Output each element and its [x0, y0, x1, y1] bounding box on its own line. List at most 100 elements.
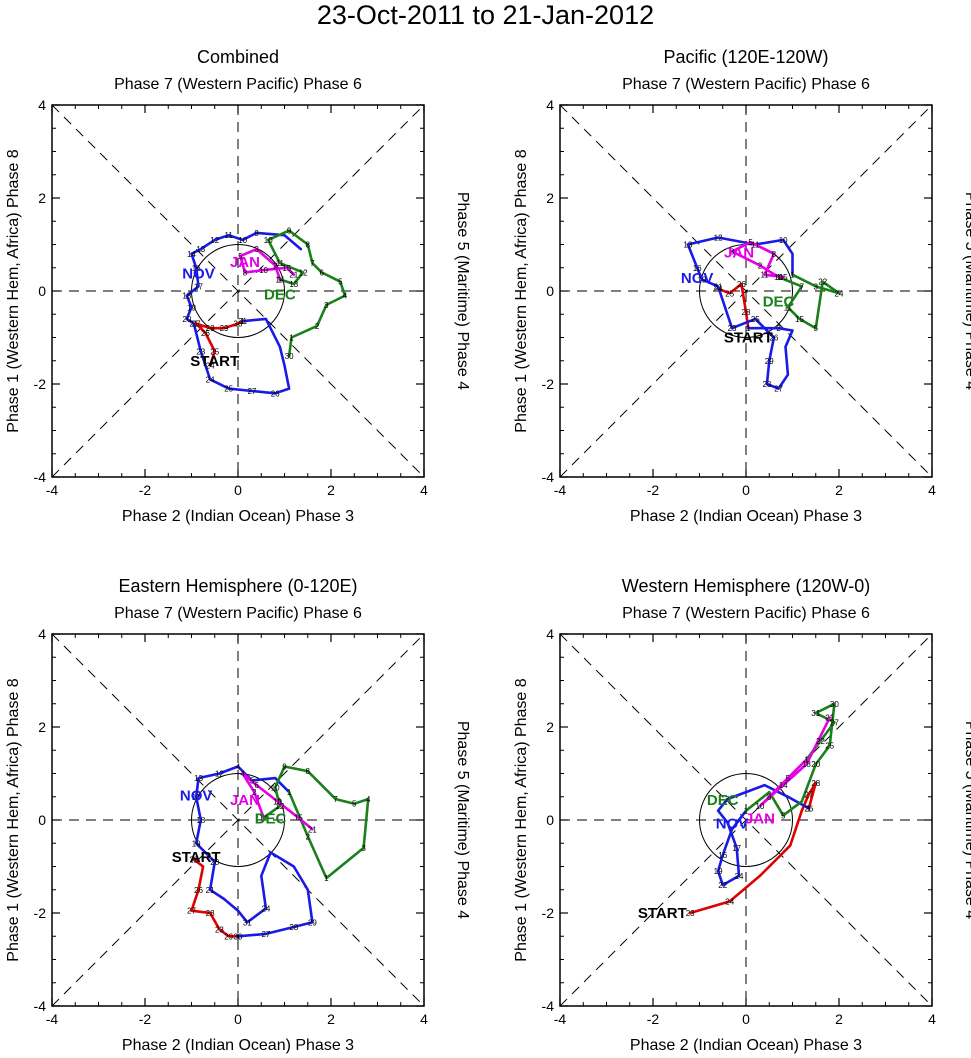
series-line-november	[194, 765, 314, 938]
day-label: 5	[748, 238, 753, 247]
series-line-december	[262, 765, 370, 880]
panel-1: Combined Phase 7 (Western Pacific) Phase …	[5, 47, 471, 525]
day-label: 10	[779, 236, 788, 245]
day-label: 9	[282, 763, 287, 772]
day-label: 10	[259, 266, 268, 275]
x-tick-label: -4	[46, 1011, 59, 1027]
panel-3: Eastern Hemisphere (0-120E) Phase 7 (West…	[5, 576, 471, 1054]
start-label: START	[172, 849, 221, 866]
day-label: 22	[718, 881, 727, 890]
axis-label-left: Phase 1 (Western Hem, Africa) Phase 8	[5, 678, 22, 961]
day-label: 1	[746, 324, 751, 333]
y-tick-label: 2	[546, 719, 554, 735]
day-label: 1	[236, 932, 241, 941]
x-tick-label: 0	[234, 482, 242, 498]
y-tick-label: -2	[34, 905, 47, 921]
day-label: 10	[755, 802, 764, 811]
x-tick-label: 0	[742, 482, 750, 498]
y-tick-label: 4	[38, 626, 46, 642]
series-line-november	[716, 783, 811, 887]
y-tick-label: 4	[38, 97, 46, 113]
diagonal-line	[51, 104, 425, 478]
day-label: 1	[324, 874, 329, 883]
day-label: 2	[776, 324, 781, 333]
day-label: 6	[254, 781, 259, 790]
day-label: 21	[825, 714, 834, 723]
y-tick-label: 2	[38, 719, 46, 735]
month-label-november: NOV	[681, 270, 714, 287]
axis-label-top: Phase 7 (Western Pacific) Phase 6	[622, 76, 870, 93]
day-label: 26	[769, 334, 778, 343]
day-label: 13	[194, 774, 203, 783]
day-label: 13	[683, 241, 692, 250]
y-tick-label: -2	[34, 376, 47, 392]
day-label: 21	[189, 320, 198, 329]
day-label: 21	[206, 886, 215, 895]
axis-label-right: Phase 5 (Maritime) Phase 4	[962, 192, 971, 390]
day-label: 5	[814, 324, 819, 333]
month-label-december: DEC	[264, 286, 296, 303]
y-tick-label: 2	[38, 190, 46, 206]
panel-title: Eastern Hemisphere (0-120E)	[118, 576, 357, 596]
axis-label-left: Phase 1 (Western Hem, Africa) Phase 8	[5, 149, 22, 432]
day-label: 12	[299, 268, 308, 277]
day-label: 24	[835, 289, 844, 298]
start-label: START	[190, 353, 239, 370]
day-label: 22	[818, 278, 827, 287]
series-line-december	[266, 229, 347, 358]
day-label: 2	[315, 322, 320, 331]
main-title: 23-Oct-2011 to 21-Jan-2012	[316, 0, 655, 30]
x-tick-label: -4	[554, 482, 567, 498]
y-tick-label: 2	[546, 190, 554, 206]
x-tick-label: -2	[139, 482, 152, 498]
series-line-january	[758, 716, 832, 808]
panel-title: Combined	[197, 47, 279, 67]
start-label: START	[638, 905, 687, 922]
day-label: 13	[289, 280, 298, 289]
day-label: 10	[238, 236, 247, 245]
unit-circle	[191, 773, 285, 867]
month-label-november: NOV	[182, 265, 215, 282]
day-label: 21	[289, 271, 298, 280]
day-label: 25	[751, 315, 760, 324]
series-line-october	[194, 319, 244, 367]
day-label: 27	[804, 790, 813, 799]
day-label: 3	[730, 247, 735, 256]
day-label: 1	[807, 804, 812, 813]
x-tick-label: -2	[139, 1011, 152, 1027]
day-label: 23	[686, 909, 695, 918]
series-line-november	[185, 231, 303, 395]
series-line-january	[730, 240, 785, 279]
day-label: 30	[830, 700, 839, 709]
day-label: 4	[343, 292, 348, 301]
day-label: 31	[243, 918, 252, 927]
month-label-november: NOV	[180, 787, 213, 804]
day-label: 28	[206, 909, 215, 918]
axis-label-left: Phase 1 (Western Hem, Africa) Phase 8	[513, 678, 530, 961]
day-label: 18	[182, 292, 191, 301]
month-label-january: JAN	[724, 244, 754, 261]
x-tick-label: 0	[742, 1011, 750, 1027]
day-label: 1	[804, 756, 809, 765]
day-label: 11	[225, 231, 234, 240]
y-tick-label: -4	[34, 469, 47, 485]
month-label-november: NOV	[716, 815, 749, 832]
day-label: 27	[830, 718, 839, 727]
axis-label-bottom: Phase 2 (Indian Ocean) Phase 3	[630, 508, 862, 525]
y-tick-label: -2	[542, 905, 555, 921]
day-label: 20	[182, 315, 191, 324]
day-label: 9	[254, 229, 259, 238]
day-label: 15	[282, 264, 291, 273]
day-label: 10	[264, 236, 273, 245]
day-label: 5	[250, 776, 255, 785]
axis-label-top: Phase 7 (Western Pacific) Phase 6	[622, 605, 870, 622]
y-tick-label: 0	[38, 812, 46, 828]
day-label: 30	[234, 932, 243, 941]
day-label: 29	[224, 932, 233, 941]
day-label: 8	[306, 767, 311, 776]
day-label: 23	[196, 347, 205, 356]
day-label: 7	[333, 795, 338, 804]
day-label: 7	[310, 259, 315, 268]
axis-label-right: Phase 5 (Maritime) Phase 4	[962, 721, 971, 919]
x-tick-label: 4	[420, 482, 428, 498]
